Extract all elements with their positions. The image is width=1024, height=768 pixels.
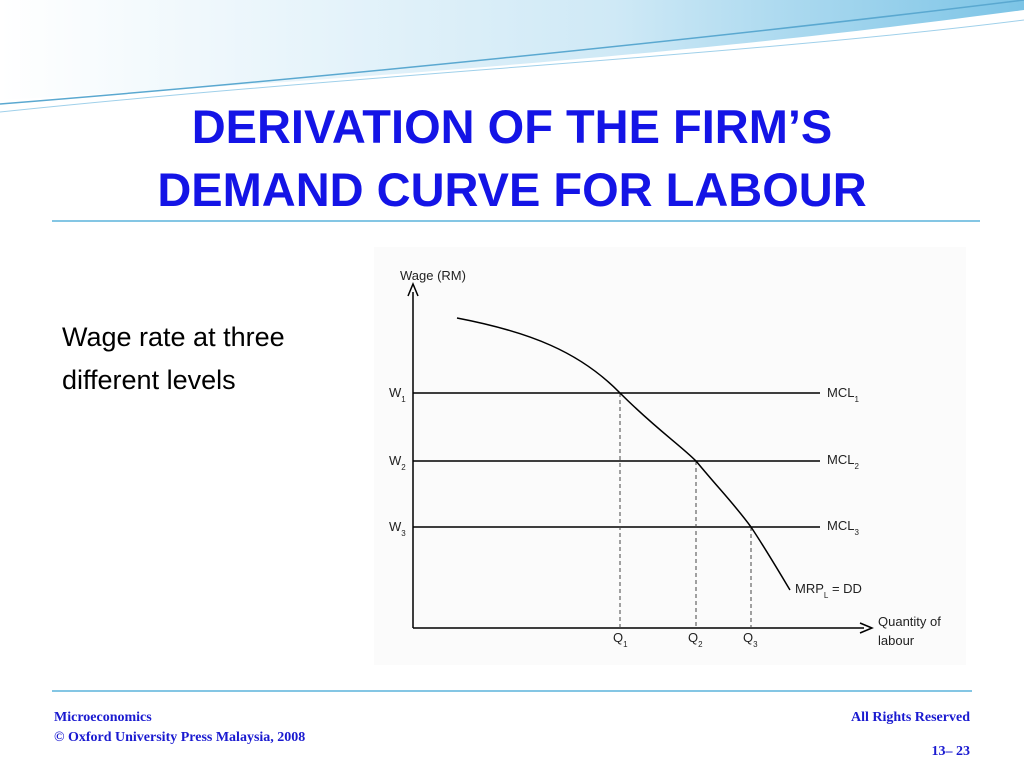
- subscript: 1: [623, 640, 628, 649]
- wage-label: W2: [389, 453, 406, 472]
- quantity-label: Q2: [688, 630, 703, 649]
- label: MRP: [795, 581, 824, 596]
- label: Q: [688, 630, 698, 645]
- label: MCL: [827, 385, 854, 400]
- mcl-label: MCL3: [827, 518, 859, 537]
- footer-text: © Oxford University Press Malaysia, 2008: [54, 730, 305, 745]
- x-axis-label: labour: [878, 633, 915, 648]
- label: Q: [613, 630, 623, 645]
- label: W: [389, 519, 402, 534]
- label: W: [389, 453, 402, 468]
- subscript: 1: [401, 395, 406, 404]
- title-line: DEMAND CURVE FOR LABOUR: [157, 163, 866, 216]
- subscript: 3: [854, 528, 859, 537]
- label: = DD: [828, 581, 862, 596]
- label: MCL: [827, 452, 854, 467]
- subscript: 2: [698, 640, 703, 649]
- subscript: 3: [753, 640, 758, 649]
- quantity-label: Q1: [613, 630, 628, 649]
- wave-line: [0, 19, 1024, 113]
- mcl-label: MCL1: [827, 385, 859, 404]
- subscript: 3: [401, 529, 406, 538]
- footer-text: Microeconomics: [54, 710, 152, 725]
- body-text: different levels: [62, 365, 236, 395]
- demand-curve: [456, 317, 791, 591]
- diagram-panel: [374, 247, 966, 665]
- label: MCL: [827, 518, 854, 533]
- wage-label: W3: [389, 519, 406, 538]
- subscript: 2: [854, 462, 859, 471]
- body-text: Wage rate at three: [62, 322, 285, 352]
- mcl-label: MCL2: [827, 452, 859, 471]
- subscript: L: [824, 591, 829, 600]
- x-axis-label: Quantity of: [878, 614, 941, 629]
- diagram: Wage (RM) Quantity of labour W1 W2 W3 Q1…: [374, 247, 966, 665]
- subscript: 1: [854, 395, 859, 404]
- wage-label: W1: [389, 385, 406, 404]
- quantity-label: Q3: [743, 630, 758, 649]
- top-wave: [0, 0, 1024, 100]
- arrow: [859, 622, 874, 634]
- y-axis-label: Wage (RM): [400, 268, 466, 283]
- subscript: 2: [401, 463, 406, 472]
- wave-line: [0, 0, 1024, 105]
- page-number: 13– 23: [932, 744, 971, 759]
- footer-text: All Rights Reserved: [851, 710, 970, 725]
- title-line: DERIVATION OF THE FIRM’S: [192, 100, 833, 153]
- curve-label: MRPL = DD: [795, 581, 862, 600]
- label: Q: [743, 630, 753, 645]
- label: W: [389, 385, 402, 400]
- arrow: [407, 282, 419, 297]
